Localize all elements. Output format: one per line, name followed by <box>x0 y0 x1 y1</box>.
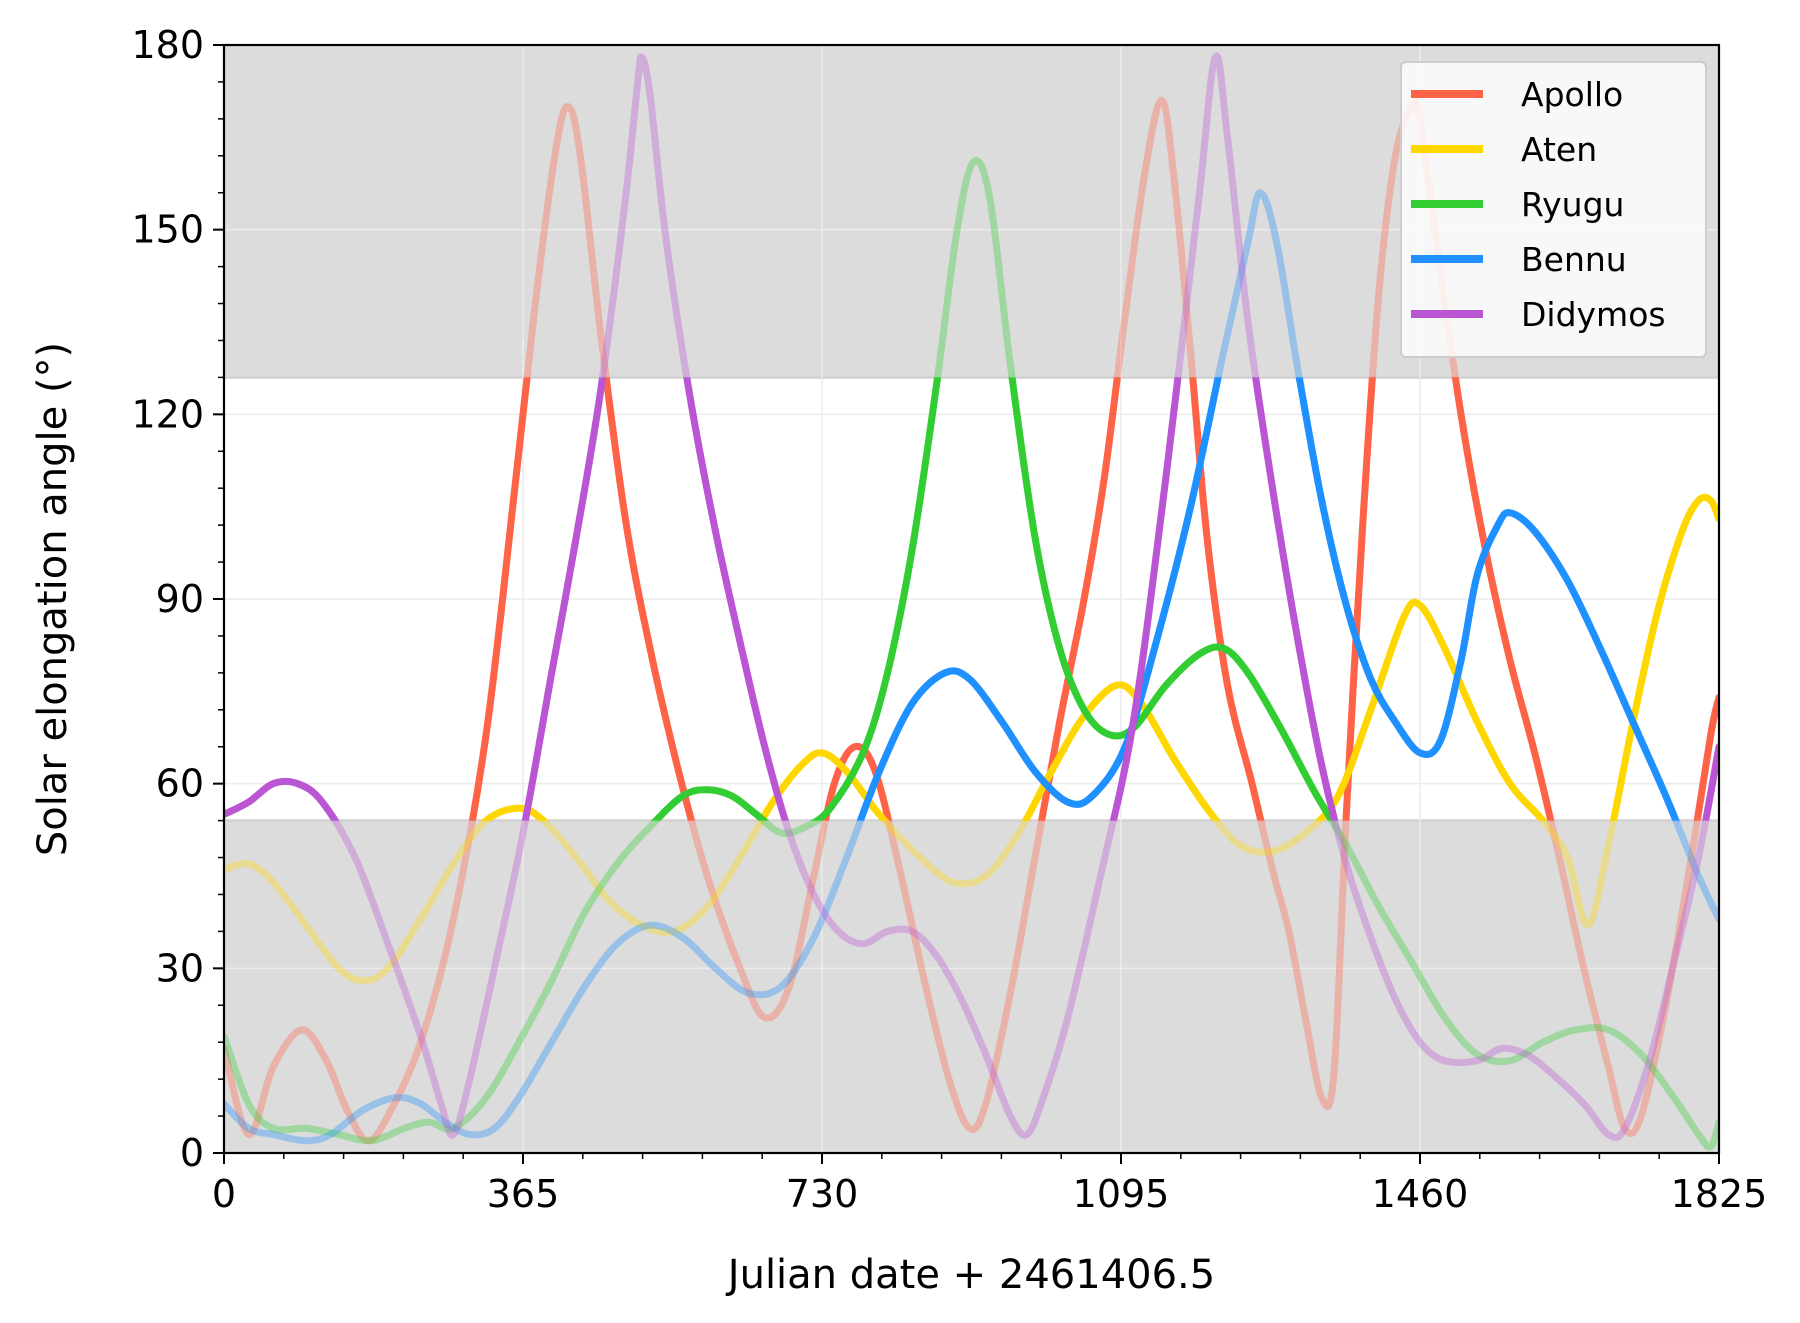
legend-box <box>1400 61 1707 358</box>
x-tick-label: 730 <box>786 1172 859 1216</box>
shaded-band-0 <box>224 820 1719 1153</box>
y-tick-label: 60 <box>156 762 204 806</box>
y-tick-label: 30 <box>156 946 204 990</box>
series-aten-line <box>480 493 1719 821</box>
ticks: 0 365 730 1095 1460 1825 0 30 60 90 120 150 180 <box>131 23 1767 1216</box>
legend-label-apollo: Apollo <box>1521 75 1623 114</box>
y-tick-label: 180 <box>131 23 204 67</box>
series-ryugu-faded-line <box>224 157 1719 1151</box>
y-tick-label: 150 <box>131 208 204 252</box>
legend-label-aten: Aten <box>1521 130 1597 169</box>
x-tick-label: 0 <box>212 1172 236 1216</box>
y-tick-label: 120 <box>131 392 204 436</box>
series-apollo-line <box>468 377 1719 821</box>
series-didymos-faded-line <box>224 52 1719 1142</box>
x-tick-label: 1095 <box>1073 1172 1170 1216</box>
y-tick-label: 90 <box>156 577 204 621</box>
legend-label-bennu: Bennu <box>1521 240 1627 279</box>
x-tick-label: 1460 <box>1372 1172 1469 1216</box>
series-bennu-line <box>856 377 1680 821</box>
x-tick-label: 1825 <box>1671 1172 1768 1216</box>
visible-series-lines <box>224 377 1719 821</box>
legend: Apollo Aten Ryugu Bennu Didymos <box>1400 61 1707 358</box>
legend-label-ryugu: Ryugu <box>1521 185 1624 224</box>
y-axis-label: Solar elongation angle (°) <box>30 342 76 856</box>
legend-label-didymos: Didymos <box>1521 295 1666 334</box>
x-axis-label: Julian date + 2461406.5 <box>725 1252 1215 1298</box>
y-tick-label: 0 <box>180 1131 204 1175</box>
x-tick-label: 365 <box>487 1172 560 1216</box>
